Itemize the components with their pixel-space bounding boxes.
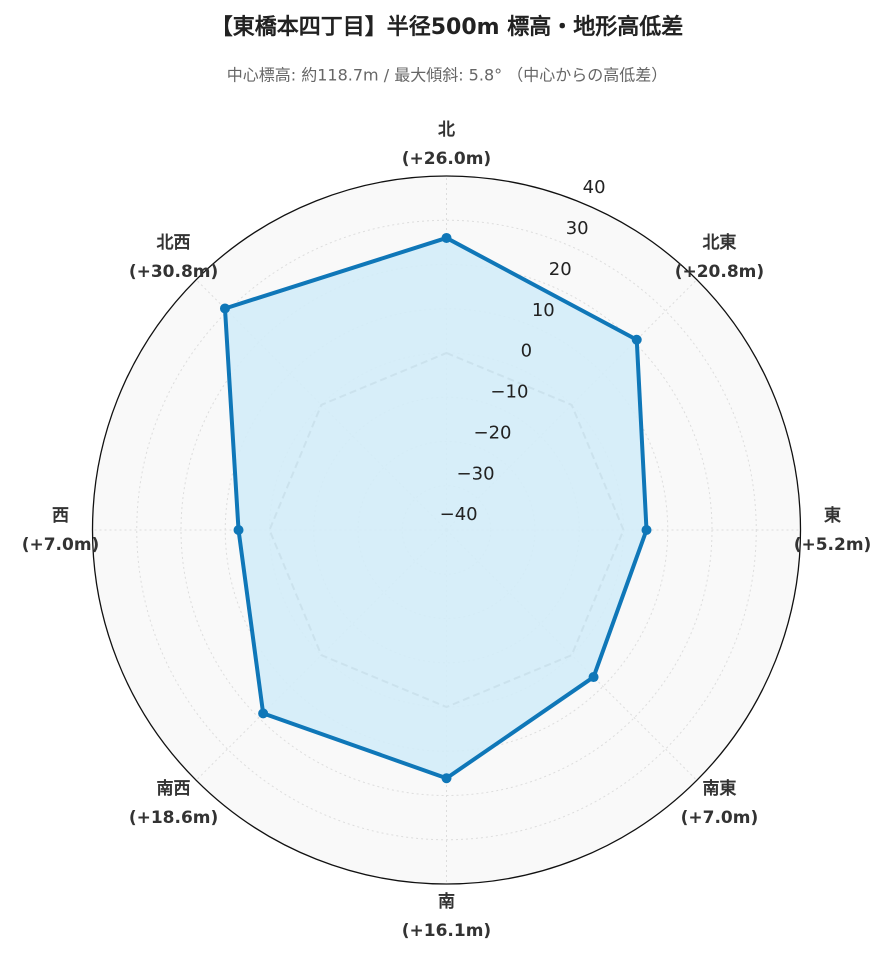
chart-title: 【東橋本四丁目】半径500m 標高・地形高低差: [211, 14, 684, 40]
grid-ring: [136, 219, 757, 841]
radial-tick-label: −30: [457, 463, 495, 484]
radial-tick-label: 10: [532, 300, 555, 321]
value-label: (+7.0m): [22, 535, 100, 555]
radial-tick-label: −40: [440, 504, 478, 525]
category-label: 北: [438, 120, 455, 140]
series-point: [441, 232, 452, 243]
chart-subtitle: 中心標高: 約118.7m / 最大傾斜: 5.8° （中心からの高低差）: [227, 66, 667, 85]
series-point: [258, 708, 269, 719]
value-label: (+5.2m): [794, 535, 872, 555]
category-label: 東: [824, 505, 841, 526]
radial-tick-label: −10: [490, 382, 528, 403]
outer-ring: [91, 175, 802, 885]
category-label: 西: [52, 506, 69, 526]
category-label: 南西: [157, 778, 191, 799]
radial-tick-label: 40: [583, 177, 606, 198]
series-point: [631, 334, 642, 345]
series-point: [588, 672, 599, 683]
category-label: 南: [438, 891, 455, 912]
category-label: 南東: [702, 778, 736, 799]
category-label: 北東: [702, 232, 736, 253]
value-label: (+7.0m): [681, 808, 759, 828]
value-label: (+16.1m): [402, 921, 491, 941]
series-point: [219, 303, 230, 314]
radial-tick-label: −20: [473, 422, 511, 443]
series-point: [441, 773, 452, 784]
value-label: (+18.6m): [129, 808, 218, 828]
category-label: 北西: [157, 233, 191, 253]
value-label: (+30.8m): [129, 262, 218, 282]
radial-tick-label: 30: [566, 218, 589, 239]
value-label: (+20.8m): [675, 262, 764, 282]
radial-tick-label: 0: [521, 341, 532, 362]
value-label: (+26.0m): [402, 149, 491, 169]
radial-tick-label: 20: [549, 259, 572, 280]
series-point: [233, 525, 244, 535]
series-point: [641, 525, 652, 535]
